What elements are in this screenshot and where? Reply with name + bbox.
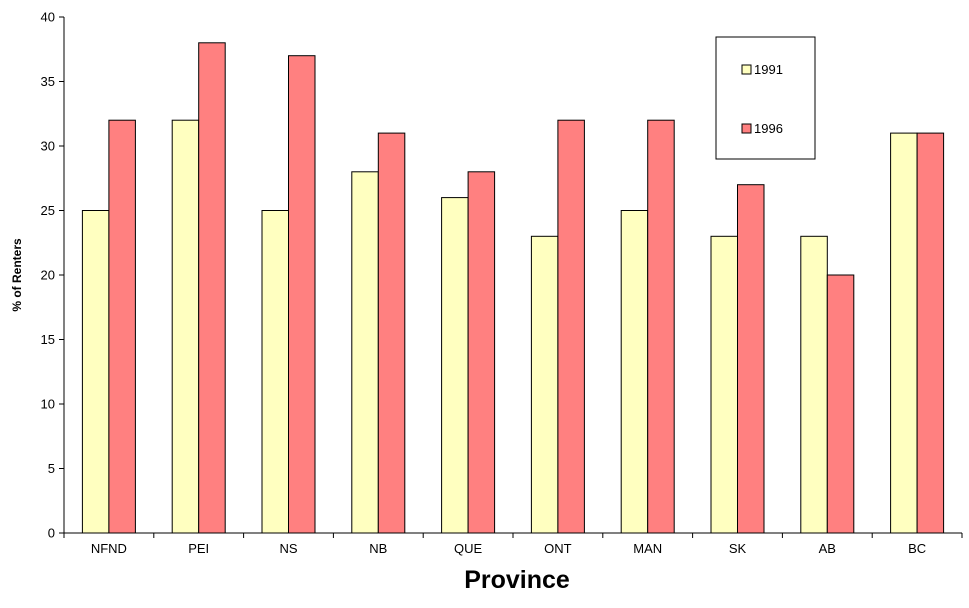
bar-1996-MAN: [647, 119, 675, 534]
y-tick-label: 10: [41, 397, 55, 412]
x-category-label: BC: [908, 541, 926, 556]
y-tick-label: 0: [48, 526, 55, 541]
legend-swatch-1996: [741, 123, 752, 134]
bar-1996-ONT: [557, 119, 585, 534]
x-category-label: MAN: [633, 541, 662, 556]
y-tick-label: 25: [41, 203, 55, 218]
x-category-label: QUE: [454, 541, 483, 556]
y-tick-label: 20: [41, 268, 55, 283]
bar-1996-NB: [377, 132, 406, 534]
y-tick-label: 30: [41, 139, 55, 154]
legend-swatch-1991: [741, 64, 752, 75]
y-tick-label: 40: [41, 10, 55, 25]
y-axis: 0 5 10 15 20 25 30 35 40: [41, 10, 65, 541]
bar-1996-BC: [916, 132, 945, 534]
bar-1991-PEI: [171, 119, 200, 534]
bar-1991-NS: [261, 210, 289, 534]
bar-1991-NFND: [81, 210, 110, 534]
x-category-label: NS: [279, 541, 297, 556]
bar-1991-ONT: [530, 235, 559, 534]
bar-1996-NS: [288, 55, 316, 534]
x-category-label: NFND: [91, 541, 127, 556]
bar-1991-AB: [800, 235, 828, 534]
x-category-label: NB: [369, 541, 387, 556]
bar-1996-NFND: [108, 119, 136, 534]
bar-1991-QUE: [441, 197, 469, 534]
x-category-label: SK: [729, 541, 747, 556]
x-axis: NFND PEI NS NB QUE ONT MAN SK AB BC: [63, 532, 963, 556]
y-tick-label: 15: [41, 332, 55, 347]
bar-1991-BC: [890, 132, 918, 534]
y-axis-label: % of Renters: [10, 238, 24, 312]
bar-1996-QUE: [467, 171, 496, 534]
bar-1991-NB: [351, 171, 379, 534]
x-axis-label: Province: [464, 566, 570, 594]
x-category-label: PEI: [188, 541, 209, 556]
x-category-label: AB: [819, 541, 836, 556]
bars: [81, 42, 945, 534]
y-tick-label: 35: [41, 74, 55, 89]
bar-1996-SK: [737, 184, 765, 534]
legend-label-1991: 1991: [754, 62, 783, 77]
y-tick-label: 5: [48, 461, 55, 476]
legend: 1991 1996: [715, 36, 816, 160]
bar-1991-SK: [710, 235, 738, 534]
bar-1996-PEI: [198, 42, 226, 534]
x-category-label: ONT: [544, 541, 572, 556]
legend-label-1996: 1996: [754, 121, 783, 136]
bar-1996-AB: [826, 274, 855, 534]
legend-box: [715, 36, 816, 160]
bar-1991-MAN: [620, 210, 649, 534]
